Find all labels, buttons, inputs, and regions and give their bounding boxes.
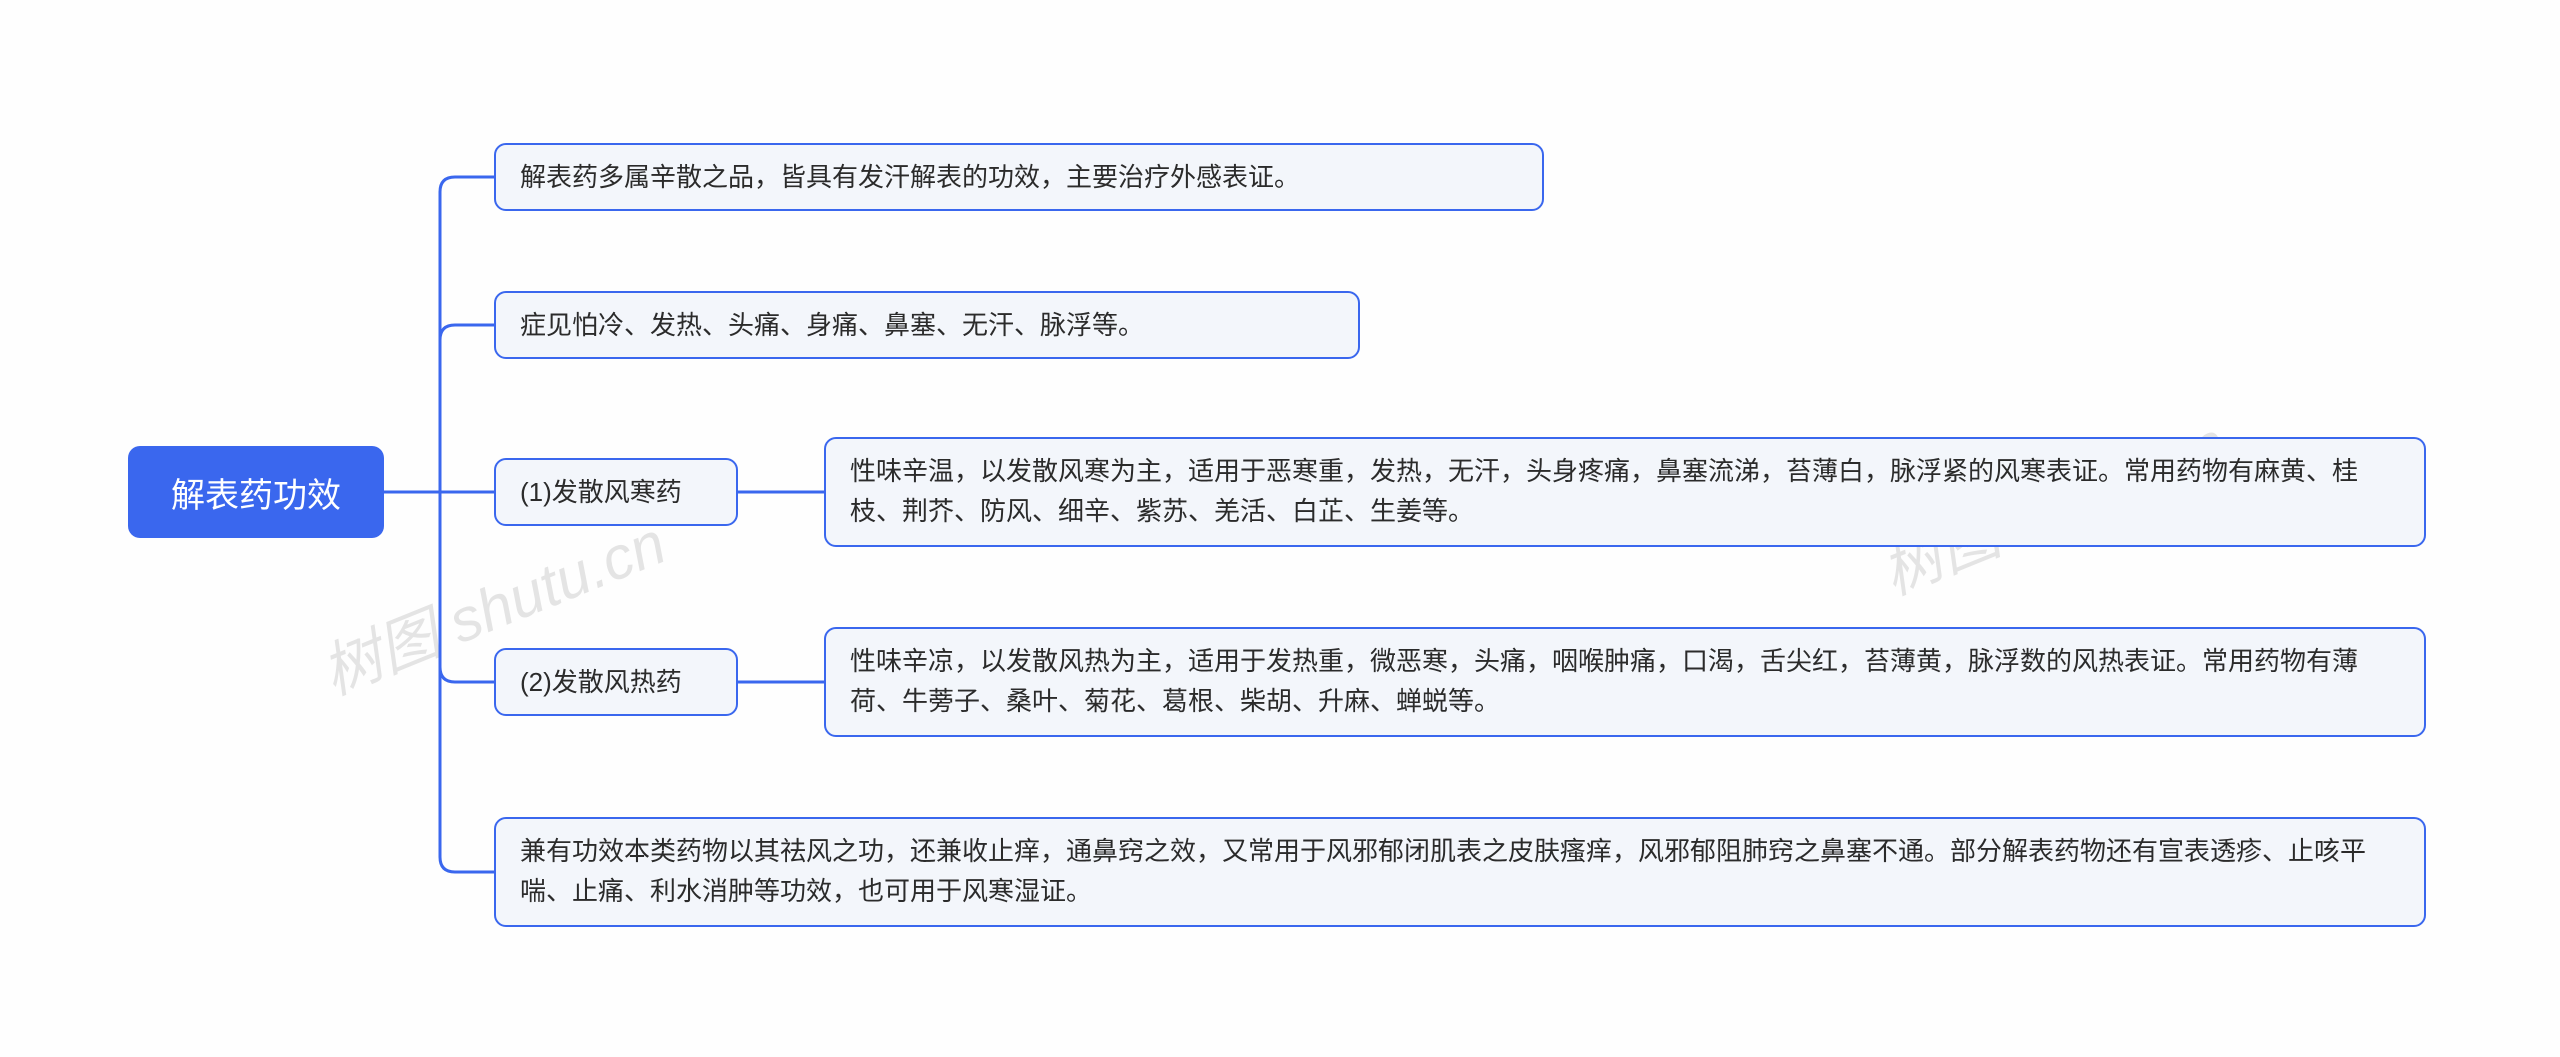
mindmap-node[interactable]: 症见怕冷、发热、头痛、身痛、鼻塞、无汗、脉浮等。	[494, 291, 1360, 359]
node-label: 症见怕冷、发热、头痛、身痛、鼻塞、无汗、脉浮等。	[520, 305, 1144, 345]
root-label: 解表药功效	[171, 468, 341, 517]
mindmap-subnode[interactable]: 性味辛凉，以发散风热为主，适用于发热重，微恶寒，头痛，咽喉肿痛，口渴，舌尖红，苔…	[824, 627, 2426, 737]
node-label: 解表药多属辛散之品，皆具有发汗解表的功效，主要治疗外感表证。	[520, 157, 1300, 197]
mindmap-node[interactable]: (1)发散风寒药	[494, 458, 738, 526]
mindmap-node[interactable]: 解表药多属辛散之品，皆具有发汗解表的功效，主要治疗外感表证。	[494, 143, 1544, 211]
mindmap-root[interactable]: 解表药功效	[128, 446, 384, 538]
mindmap-node[interactable]: 兼有功效本类药物以其祛风之功，还兼收止痒，通鼻窍之效，又常用于风邪郁闭肌表之皮肤…	[494, 817, 2426, 927]
node-label: 性味辛凉，以发散风热为主，适用于发热重，微恶寒，头痛，咽喉肿痛，口渴，舌尖红，苔…	[850, 641, 2400, 722]
node-label: (2)发散风热药	[520, 662, 682, 702]
node-label: 性味辛温，以发散风寒为主，适用于恶寒重，发热，无汗，头身疼痛，鼻塞流涕，苔薄白，…	[850, 451, 2400, 532]
node-label: 兼有功效本类药物以其祛风之功，还兼收止痒，通鼻窍之效，又常用于风邪郁闭肌表之皮肤…	[520, 831, 2400, 912]
mindmap-node[interactable]: (2)发散风热药	[494, 648, 738, 716]
mindmap-subnode[interactable]: 性味辛温，以发散风寒为主，适用于恶寒重，发热，无汗，头身疼痛，鼻塞流涕，苔薄白，…	[824, 437, 2426, 547]
node-label: (1)发散风寒药	[520, 472, 682, 512]
